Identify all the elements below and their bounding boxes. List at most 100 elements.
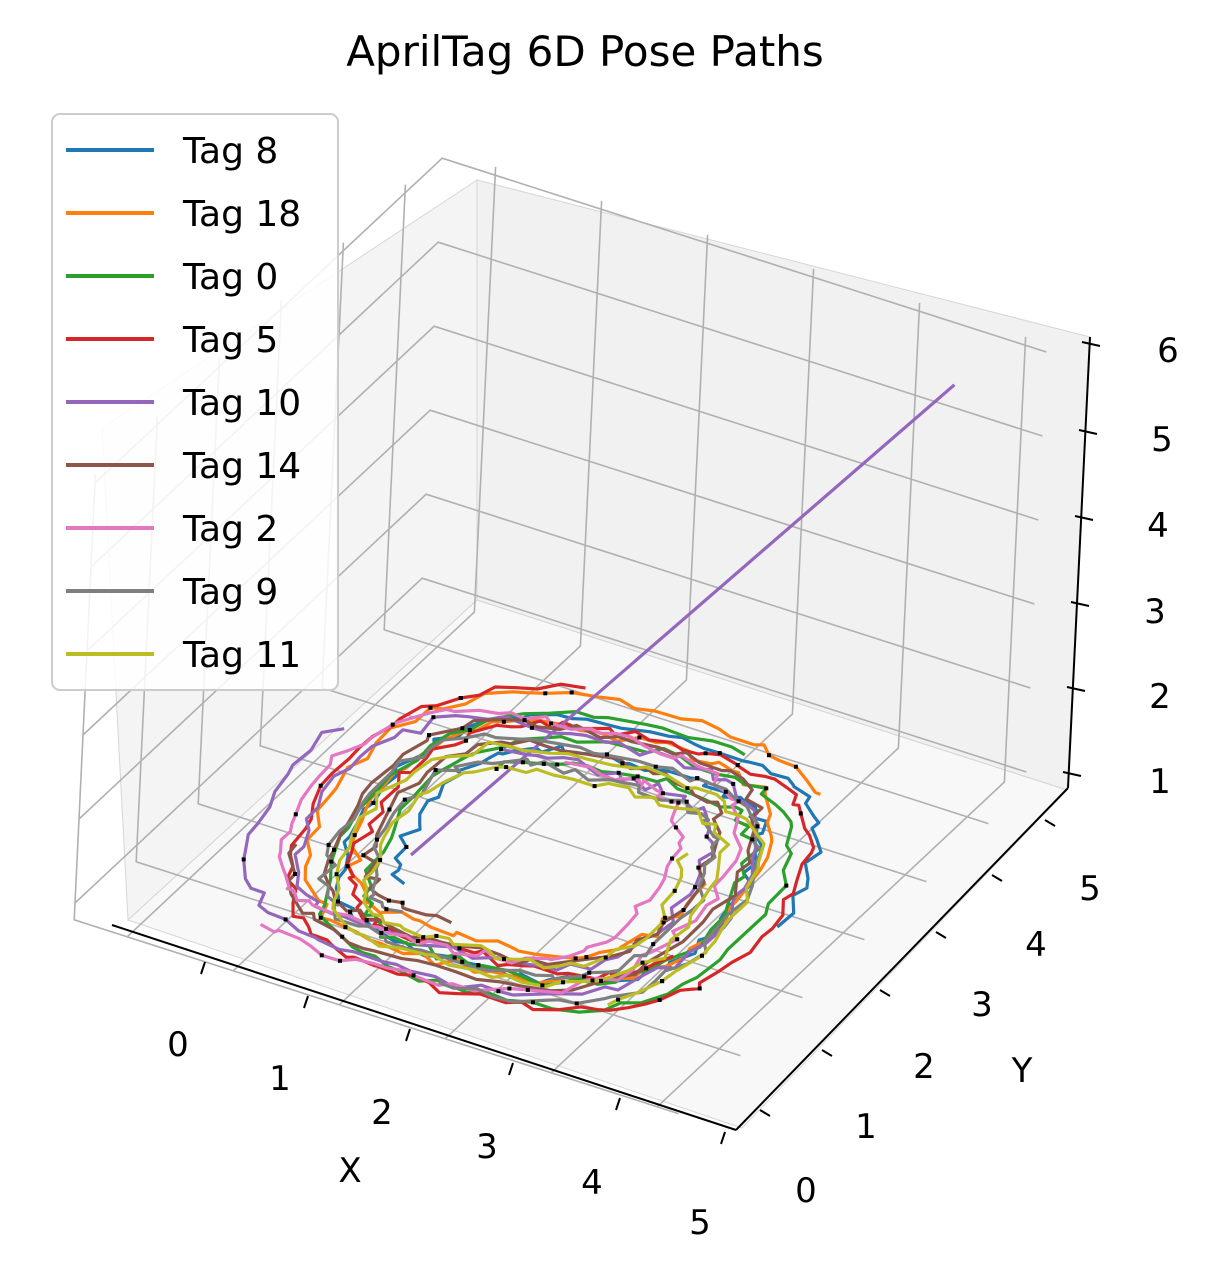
y-tick bbox=[759, 1109, 771, 1117]
pose-marker bbox=[584, 955, 589, 960]
pose-marker bbox=[793, 764, 798, 769]
legend-label: Tag 8 bbox=[182, 131, 278, 172]
pose-marker bbox=[696, 865, 701, 870]
pose-marker bbox=[695, 776, 700, 781]
pose-marker bbox=[452, 955, 457, 960]
x-tick bbox=[303, 995, 309, 1009]
pose-marker bbox=[428, 705, 433, 710]
pose-marker bbox=[402, 797, 407, 802]
pose-marker bbox=[421, 935, 426, 940]
pose-marker bbox=[427, 733, 431, 738]
pose-marker bbox=[700, 953, 704, 958]
pose-marker bbox=[343, 925, 348, 930]
pose-marker bbox=[798, 811, 803, 816]
x-axis-line bbox=[111, 924, 737, 1131]
z-tick bbox=[1066, 686, 1086, 692]
pose-markers bbox=[241, 690, 803, 1006]
pose-marker bbox=[697, 986, 702, 991]
pose-marker bbox=[755, 824, 760, 829]
grid-line-z bbox=[78, 493, 1031, 820]
pose-marker bbox=[329, 859, 334, 864]
x-axis-label: X bbox=[338, 1151, 361, 1191]
pose-marker bbox=[504, 765, 509, 770]
pose-marker bbox=[620, 761, 625, 766]
y-tick bbox=[821, 1049, 833, 1057]
pose-marker bbox=[293, 812, 298, 817]
y-tick-label: 5 bbox=[1079, 869, 1101, 909]
y-tick bbox=[935, 931, 947, 939]
pose-marker bbox=[338, 958, 342, 963]
pose-marker bbox=[336, 899, 340, 904]
legend-box bbox=[51, 113, 339, 691]
pose-marker bbox=[605, 752, 609, 757]
pose-marker bbox=[549, 721, 554, 726]
x-tick-label: 1 bbox=[269, 1059, 291, 1099]
series-line bbox=[331, 740, 766, 1007]
z-tick bbox=[1070, 601, 1090, 607]
pose-marker bbox=[364, 918, 369, 923]
pose-marker bbox=[379, 930, 384, 935]
pose-marker bbox=[390, 722, 395, 727]
pose-marker bbox=[693, 885, 698, 890]
pose-marker bbox=[750, 837, 755, 842]
x-tick-label: 2 bbox=[371, 1093, 393, 1133]
pose-marker bbox=[703, 751, 708, 756]
z-tick bbox=[1062, 771, 1082, 777]
z-axis-line bbox=[1067, 336, 1091, 789]
pose-marker bbox=[348, 910, 353, 915]
pose-marker bbox=[411, 973, 416, 978]
pose-marker bbox=[685, 786, 690, 791]
z-tick-label: 5 bbox=[1151, 420, 1173, 460]
pose-marker bbox=[631, 776, 636, 781]
pose-marker bbox=[460, 959, 465, 964]
y-tick-label: 0 bbox=[795, 1171, 817, 1211]
y-axis-label: Y bbox=[1011, 1051, 1033, 1091]
pose-marker bbox=[404, 845, 409, 849]
pose-marker bbox=[684, 799, 689, 804]
legend-label: Tag 14 bbox=[182, 446, 301, 487]
y-tick bbox=[991, 874, 1003, 882]
x-tick bbox=[720, 1131, 726, 1145]
grid-line-x bbox=[338, 234, 709, 1006]
pose-marker bbox=[499, 747, 503, 752]
pose-marker bbox=[603, 955, 608, 960]
legend-label: Tag 0 bbox=[182, 257, 278, 298]
pose-marker bbox=[653, 764, 658, 769]
pose-marker bbox=[384, 926, 389, 931]
y-tick-label: 1 bbox=[855, 1107, 877, 1147]
pose-marker bbox=[767, 753, 771, 758]
z-tick-label: 2 bbox=[1149, 677, 1171, 717]
pose-marker bbox=[375, 837, 379, 842]
pose-marker bbox=[599, 978, 603, 983]
pose-marker bbox=[352, 833, 357, 838]
z-tick bbox=[1078, 429, 1098, 435]
legend-label: Tag 18 bbox=[182, 194, 301, 235]
y-tick-label: 3 bbox=[971, 985, 993, 1025]
pose-marker bbox=[434, 933, 439, 938]
y-tick-label: 2 bbox=[913, 1047, 935, 1087]
pose-marker bbox=[723, 789, 728, 794]
pose-marker bbox=[467, 728, 472, 732]
pose-marker bbox=[241, 857, 246, 862]
legend-label: Tag 9 bbox=[182, 572, 278, 613]
pose-marker bbox=[582, 974, 587, 979]
z-tick-label: 4 bbox=[1147, 506, 1169, 546]
pose-marker bbox=[669, 799, 674, 804]
pose-marker bbox=[530, 1000, 535, 1005]
pose-marker bbox=[386, 898, 391, 903]
pose-marker bbox=[502, 957, 506, 961]
pose-marker bbox=[764, 786, 769, 791]
x-tick bbox=[508, 1062, 514, 1076]
pose-marker bbox=[644, 966, 649, 971]
pose-marker bbox=[431, 715, 436, 720]
pose-marker bbox=[675, 937, 680, 942]
pose-marker bbox=[662, 915, 667, 920]
pose-marker bbox=[592, 784, 597, 789]
pose-marker bbox=[530, 725, 534, 730]
pose-marker bbox=[318, 915, 323, 920]
x-tick bbox=[405, 1028, 411, 1042]
x-tick bbox=[615, 1097, 621, 1111]
legend-label: Tag 5 bbox=[182, 320, 278, 361]
